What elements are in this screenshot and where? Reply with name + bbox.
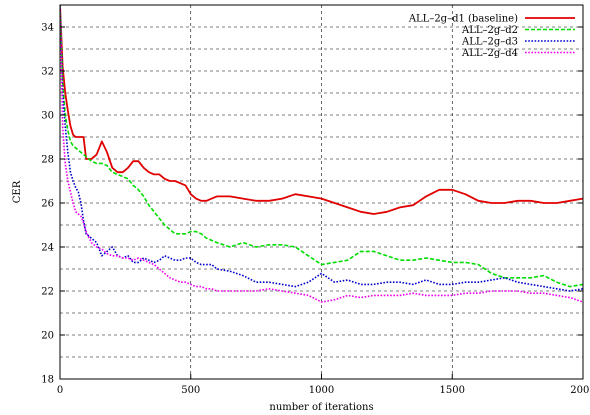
legend-label-3: ALL–2g–d3 — [461, 37, 518, 48]
tick-layer: 18 20 22 24 26 28 30 32 34 0 500 1000 1500 2000 — [41, 23, 590, 397]
y-tick-label: 22 — [41, 287, 54, 298]
x-tick-label: 1000 — [309, 385, 334, 396]
x-tick-label: 500 — [181, 385, 200, 396]
series-line-3 — [60, 5, 583, 292]
y-tick-label: 18 — [41, 375, 54, 386]
y-axis-label: CER — [12, 180, 23, 203]
x-tick-label: 1500 — [440, 385, 465, 396]
series-line-4 — [60, 5, 583, 303]
y-tick-label: 20 — [41, 331, 54, 342]
y-tick-label: 24 — [41, 243, 54, 254]
y-tick-label: 30 — [41, 111, 54, 122]
y-tick-label: 26 — [41, 199, 54, 210]
x-tick-label: 0 — [57, 385, 63, 396]
y-tick-label: 28 — [41, 155, 54, 166]
legend-label-1: ALL–2g–d1 (baseline) — [408, 14, 518, 25]
legend-label-2: ALL–2g–d2 — [461, 25, 518, 36]
y-tick-label: 34 — [41, 23, 54, 34]
y-tick-label: 32 — [41, 67, 54, 78]
series-line-2 — [60, 5, 583, 288]
x-tick-label: 2000 — [570, 385, 590, 396]
legend: ALL–2g–d1 (baseline)ALL–2g–d2ALL–2g–d3AL… — [408, 14, 575, 59]
grid-layer — [60, 5, 583, 379]
x-axis-label: number of iterations — [269, 402, 373, 413]
legend-label-4: ALL–2g–d4 — [461, 48, 518, 59]
series-layer — [60, 5, 583, 303]
